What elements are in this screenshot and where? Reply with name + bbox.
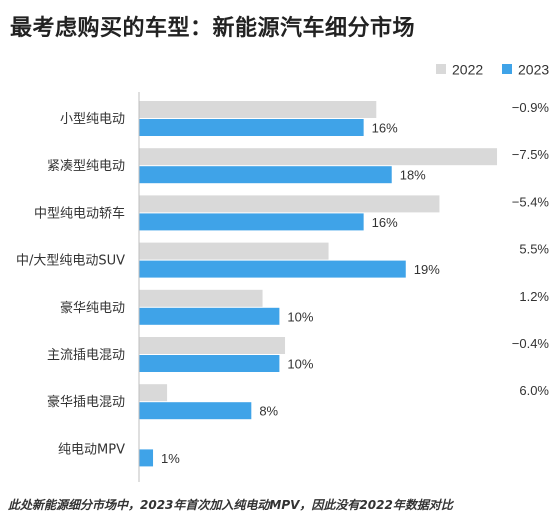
data-label-2023: 18%	[400, 168, 426, 183]
bar-2023	[139, 307, 280, 325]
legend-swatch-2022	[436, 64, 446, 75]
bar-2023	[139, 449, 154, 467]
bar-2023	[139, 260, 406, 278]
category-label: 中型纯电动轿车	[34, 205, 125, 221]
category-label: 豪华纯电动	[60, 300, 125, 316]
change-label: 6.0%	[519, 383, 549, 398]
change-label: −0.4%	[512, 336, 550, 351]
legend-swatch-2023	[502, 64, 512, 75]
category-label: 中/大型纯电动SUV	[16, 254, 125, 269]
bar-2022	[139, 195, 440, 213]
bar-2023	[139, 402, 252, 420]
bar-2022	[139, 384, 168, 402]
footnote: 此处新能源细分市场中，2023年首次加入纯电动MPV，因此没有2022年数据对比	[8, 498, 453, 512]
bar-2023	[139, 355, 280, 372]
change-label: −5.4%	[512, 194, 550, 209]
bar-2022	[139, 289, 263, 307]
data-label-2023: 19%	[414, 262, 440, 277]
category-label: 豪华插电混动	[47, 394, 125, 410]
bar-2022	[139, 101, 377, 118]
bar-2022	[139, 148, 498, 166]
data-label-2023: 8%	[259, 404, 278, 419]
chart-title: 最考虑购买的车型：新能源汽车细分市场	[10, 16, 416, 41]
bar-2022	[139, 242, 329, 260]
change-label: −0.9%	[512, 100, 550, 115]
change-label: 1.2%	[519, 289, 549, 304]
data-label-2023: 16%	[372, 215, 398, 230]
legend-item-2023: 2023	[502, 60, 549, 77]
bar-2023	[139, 166, 392, 184]
bar-2022	[139, 337, 286, 354]
data-label-2023: 10%	[287, 357, 313, 372]
bar-2023	[139, 213, 364, 231]
category-label: 纯电动MPV	[58, 442, 125, 457]
data-label-2023: 16%	[372, 121, 398, 136]
change-label: 5.5%	[519, 242, 549, 257]
category-label: 主流插电混动	[47, 348, 125, 363]
legend-item-2022: 2022	[436, 60, 483, 77]
data-label-2023: 10%	[287, 309, 313, 324]
bar-2023	[139, 119, 364, 136]
change-label: −7.5%	[512, 147, 550, 162]
legend-label-2023: 2023	[518, 61, 550, 78]
data-label-2023: 1%	[161, 451, 180, 466]
category-label: 小型纯电动	[60, 112, 125, 127]
legend-label-2022: 2022	[452, 61, 484, 78]
category-label: 紧凑型纯电动	[47, 159, 125, 174]
